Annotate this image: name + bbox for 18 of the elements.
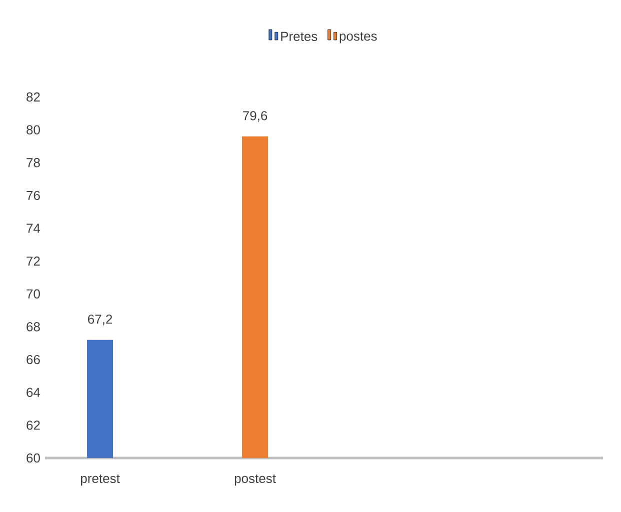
x-tick-label: pretest xyxy=(81,474,120,486)
y-tick-label: 76 xyxy=(26,190,40,200)
y-tick-label: 82 xyxy=(26,92,40,102)
data-label: 67,2 xyxy=(88,314,112,326)
y-tick-label: 66 xyxy=(26,354,40,364)
y-tick-label: 80 xyxy=(26,125,40,134)
y-tick-label: 64 xyxy=(26,388,40,397)
y-tick-label: 70 xyxy=(26,289,40,299)
x-tick-label: postest xyxy=(234,474,276,486)
y-tick-label: 78 xyxy=(26,158,40,168)
legend-label: postes xyxy=(340,32,377,44)
y-tick-label: 74 xyxy=(26,224,40,233)
y-tick-label: 60 xyxy=(26,453,40,463)
y-tick-label: 72 xyxy=(26,256,40,266)
data-label: 79,6 xyxy=(243,111,268,122)
y-tick-label: 62 xyxy=(26,420,40,430)
y-tick-label: 68 xyxy=(26,322,40,332)
legend-label: Pretes xyxy=(281,32,318,41)
